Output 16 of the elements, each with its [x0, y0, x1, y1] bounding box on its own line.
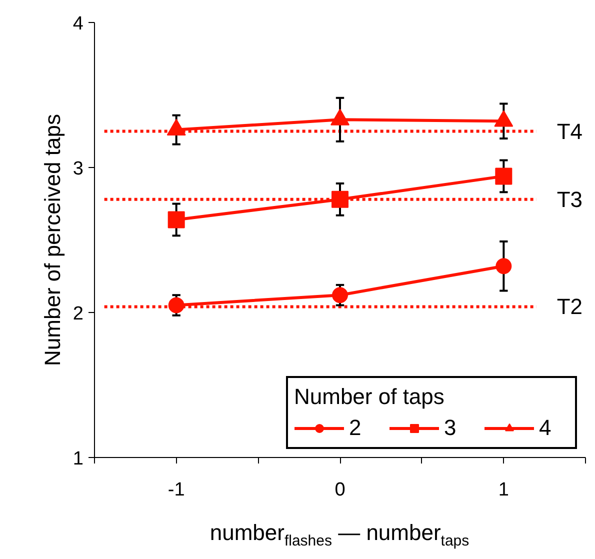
ref-line-label: T2 [556, 294, 583, 320]
legend-label: 3 [444, 415, 458, 441]
legend-title: Number of taps [294, 384, 446, 410]
y-tick-label: 4 [72, 14, 84, 34]
y-axis-title: Number of perceived taps [40, 114, 65, 366]
y-tick-label: 2 [72, 304, 84, 324]
ref-line-label: T3 [556, 186, 583, 212]
y-tick-label: 3 [72, 158, 84, 180]
x-tick-label: 1 [498, 480, 509, 500]
x-axis-title: number$_{flashes}$ — number$_{taps}$ [208, 519, 470, 552]
y-tick-label: 1 [72, 448, 84, 470]
legend-label: 4 [539, 415, 552, 441]
ref-line-label: T4 [556, 118, 583, 144]
legend-label: 2 [349, 415, 362, 441]
x-tick-label: 0 [334, 480, 346, 500]
x-tick-label: -1 [168, 480, 185, 500]
